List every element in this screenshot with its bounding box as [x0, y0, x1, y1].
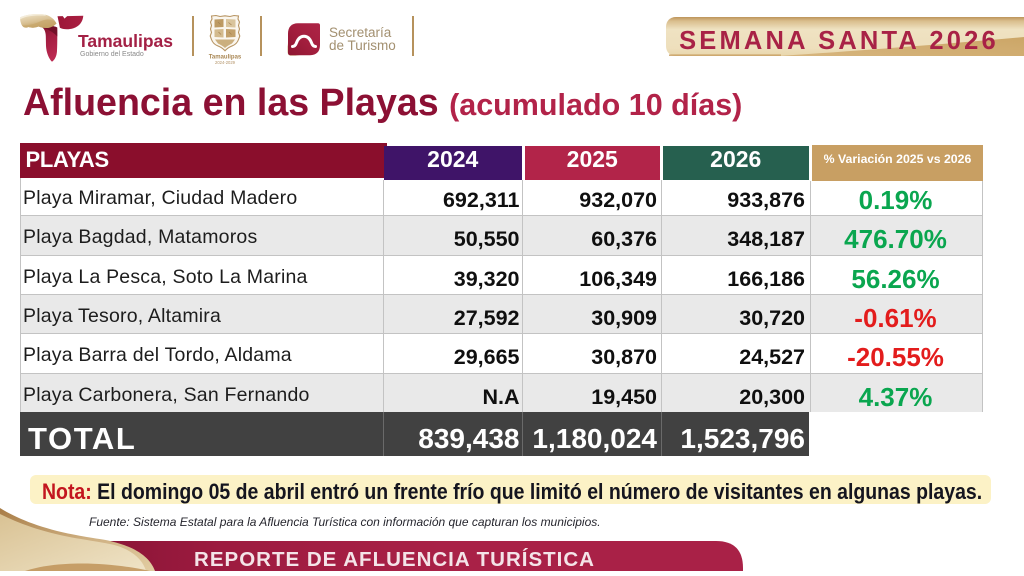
svg-text:Tamaulipas: Tamaulipas: [209, 55, 242, 61]
svg-text:2024-2029: 2024-2029: [215, 60, 236, 65]
